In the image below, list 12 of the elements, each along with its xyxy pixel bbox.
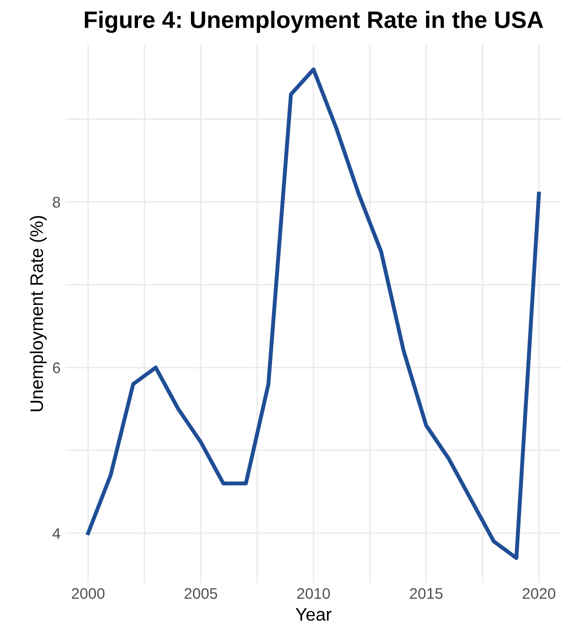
y-axis-title: Unemployment Rate (%) [30,216,47,412]
line-series [86,67,541,560]
y-tick-label: 8 [52,196,60,208]
y-tick-label: 6 [52,362,60,374]
x-tick-label: 2000 [72,588,104,599]
x-tick-label: 2005 [184,588,218,599]
x-axis-title: Year [296,608,332,621]
chart-title: Figure 4: Unemployment Rate in the USA [84,10,544,33]
y-tick-label: 4 [52,528,60,539]
x-tick-label: 2020 [522,588,556,599]
x-tick-label: 2010 [297,588,330,599]
x-tick-label: 2015 [410,588,443,599]
